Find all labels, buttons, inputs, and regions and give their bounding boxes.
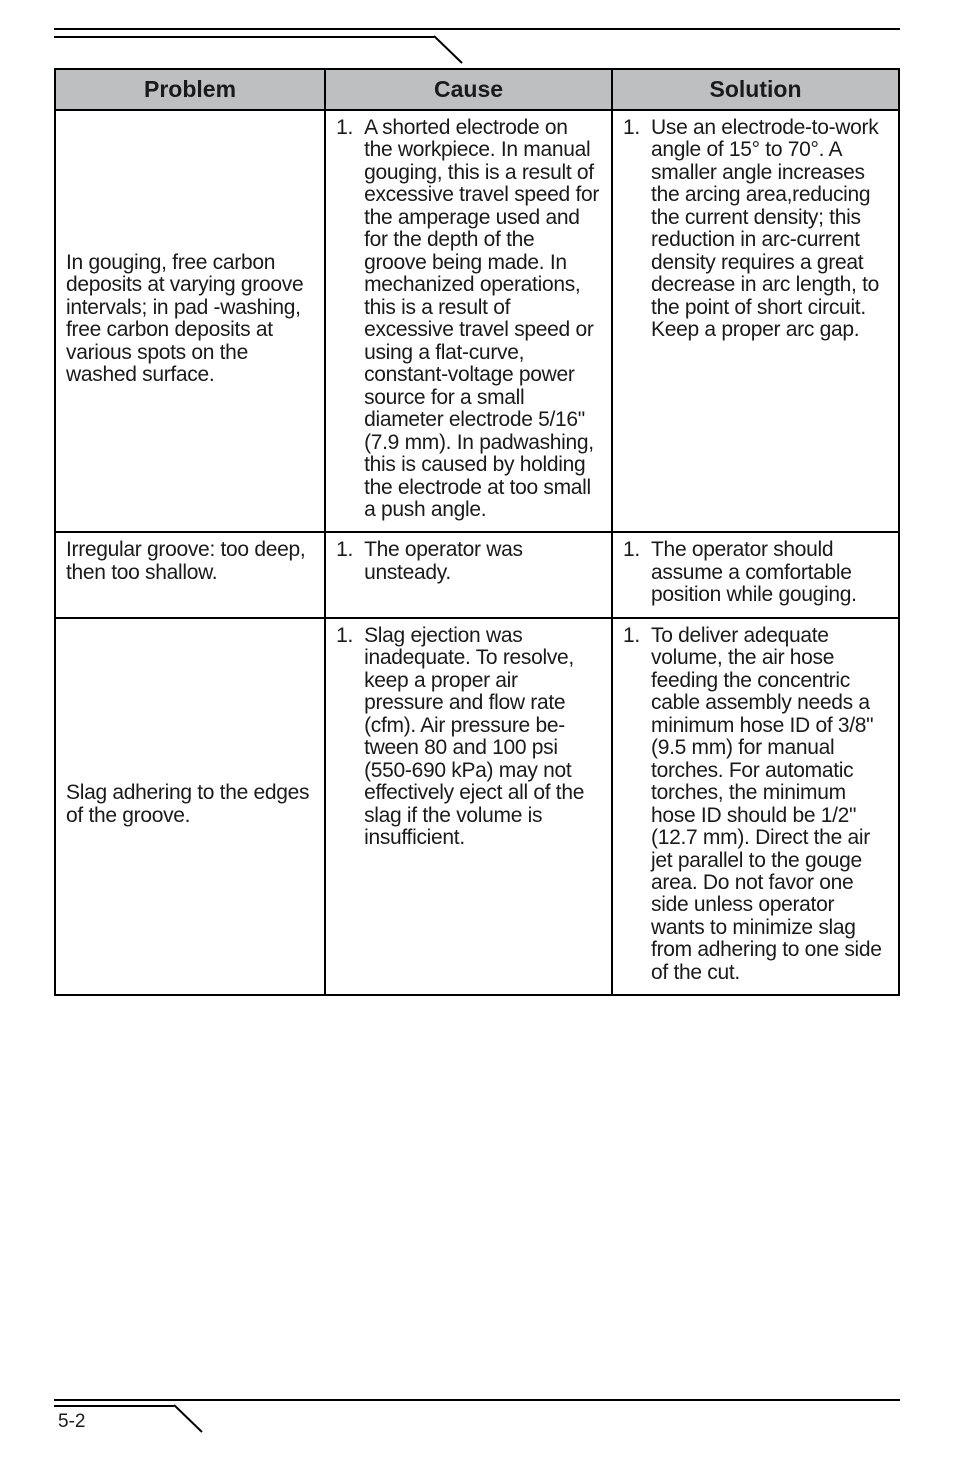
list-number: 1. (623, 117, 651, 139)
solution-cell: 1. The operator should assume a comforta… (612, 532, 899, 617)
cause-text: Slag ejection was inadequate. To resolve… (364, 625, 601, 850)
problem-cell: In gouging, free carbon deposits at vary… (55, 110, 325, 532)
footer-rule-left (54, 1405, 174, 1407)
cause-cell: 1. Slag ejection was inadequate. To reso… (325, 618, 612, 996)
solution-text: The operator should assume a comfortable… (651, 539, 888, 606)
solution-text: To deliver adequate volume, the air hose… (651, 625, 888, 985)
problem-cell: Irregular groove: too deep, then too sha… (55, 532, 325, 617)
list-number: 1. (336, 625, 364, 647)
top-rule-outer (54, 28, 900, 30)
list-number: 1. (336, 539, 364, 561)
list-number: 1. (623, 539, 651, 561)
footer-rule-top (54, 1399, 900, 1401)
footer-slash-icon (174, 1404, 204, 1434)
table-row: Irregular groove: too deep, then too sha… (55, 532, 899, 617)
cause-cell: 1. The operator was unsteady. (325, 532, 612, 617)
problem-cell: Slag adhering to the edges of the groove… (55, 618, 325, 996)
solution-cell: 1. Use an electrode-to-work angle of 15°… (612, 110, 899, 532)
cause-text: A shorted electrode on the workpiece. In… (364, 117, 601, 521)
top-rule-wrap (54, 36, 900, 62)
list-number: 1. (336, 117, 364, 139)
problem-text: In gouging, free carbon deposits at vary… (66, 251, 303, 386)
page-number: 5-2 (58, 1411, 85, 1433)
page: Problem Cause Solution In gouging, free … (0, 0, 954, 1475)
footer: 5-2 (54, 1399, 900, 1433)
solution-text: Use an electrode-to-work angle of 15° to… (651, 117, 888, 342)
col-header-solution: Solution (612, 69, 899, 110)
table-header-row: Problem Cause Solution (55, 69, 899, 110)
col-header-cause: Cause (325, 69, 612, 110)
solution-cell: 1. To deliver adequate volume, the air h… (612, 618, 899, 996)
problem-text: Slag adhering to the edges of the groove… (66, 781, 309, 826)
table-row: In gouging, free carbon deposits at vary… (55, 110, 899, 532)
problem-text: Irregular groove: too deep, then too sha… (66, 538, 305, 583)
cause-cell: 1. A shorted electrode on the workpiece.… (325, 110, 612, 532)
col-header-problem: Problem (55, 69, 325, 110)
cause-text: The operator was unsteady. (364, 539, 601, 584)
list-number: 1. (623, 625, 651, 647)
table-row: Slag adhering to the edges of the groove… (55, 618, 899, 996)
troubleshooting-table: Problem Cause Solution In gouging, free … (54, 68, 900, 996)
top-rule-left (54, 36, 434, 38)
top-rule-slash-icon (434, 35, 464, 65)
footer-inner: 5-2 (54, 1405, 900, 1433)
